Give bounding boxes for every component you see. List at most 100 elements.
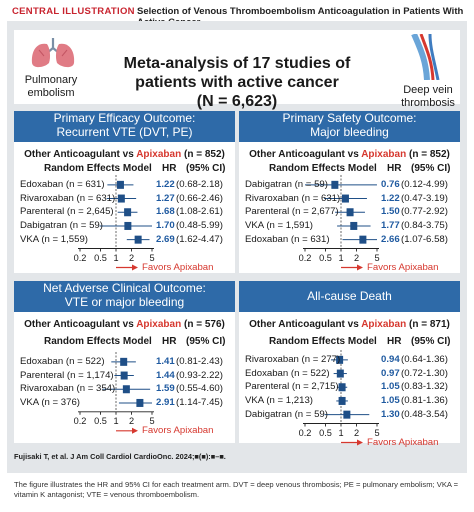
comparison-suffix: (n = 576): [181, 319, 225, 330]
panel-all-cause-death: All-cause Death Other Anticoagulant vs A…: [239, 281, 460, 448]
comparison-suffix: (n = 852): [181, 149, 225, 160]
row-label: Parenteral (n = 1,174): [20, 369, 114, 381]
hr-marker: [343, 410, 351, 419]
model-header: Random Effects Model: [269, 163, 377, 174]
ci-value: (0.12-4.99): [401, 178, 448, 190]
panel-header: Primary Efficacy Outcome: Recurrent VTE …: [14, 111, 235, 142]
comparison-prefix: Other Anticoagulant vs: [249, 149, 362, 160]
forest-svg: [78, 352, 154, 434]
panel-net-adverse: Net Adverse Clinical Outcome: VTE or maj…: [14, 281, 235, 443]
hr-marker: [346, 208, 354, 217]
row-label: Dabigatran (n = 59): [245, 178, 328, 190]
model-header: Random Effects Model: [44, 336, 152, 347]
comparison-line: Other Anticoagulant vs Apixaban (n = 852…: [14, 149, 235, 160]
hr-marker: [134, 235, 142, 244]
ci-value: (0.68-2.18): [176, 178, 223, 190]
forest-svg: [78, 175, 154, 271]
ci-value: (0.48-5.99): [176, 219, 223, 231]
ci-header: (95% CI): [186, 163, 226, 174]
comparison-suffix: (n = 852): [406, 149, 450, 160]
citation: Fujisaki T, et al. J Am Coll Cardiol Car…: [14, 452, 226, 461]
row-label: VKA (n = 376): [20, 396, 80, 408]
hr-header: HR: [162, 163, 177, 174]
ci-value: (0.64-1.36): [401, 353, 448, 365]
hr-header: HR: [162, 336, 177, 347]
row-label: Edoxaban (n = 522): [245, 367, 330, 379]
hr-marker: [336, 355, 344, 364]
panel-title-line-2: VTE or major bleeding: [64, 295, 185, 309]
ci-value: (1.14-7.45): [176, 396, 223, 408]
panel-title-line-2: Recurrent VTE (DVT, PE): [56, 125, 193, 139]
hr-marker: [120, 371, 128, 380]
hr-marker: [120, 357, 128, 366]
ci-header: (95% CI): [411, 163, 451, 174]
hr-value: 1.50: [381, 206, 400, 218]
ci-value: (1.07-6.58): [401, 233, 448, 245]
comparison-prefix: Other Anticoagulant vs: [24, 149, 137, 160]
lungs-icon: [31, 38, 75, 68]
hr-marker: [350, 221, 358, 230]
ci-value: (0.77-2.92): [401, 206, 448, 218]
row-label: Parenteral (n = 2,715): [245, 381, 339, 393]
x-tick-label: 1: [113, 252, 119, 263]
hr-value: 1.44: [156, 369, 175, 381]
panel-title-line-2: Major bleeding: [310, 125, 389, 139]
panel-title-line-1: Net Adverse Clinical Outcome:: [43, 281, 206, 295]
comparison-drug: Apixaban: [136, 319, 182, 330]
hr-marker: [359, 235, 367, 244]
hr-value: 2.66: [381, 233, 400, 245]
row-label: Rivaroxaban (n = 631): [245, 192, 341, 204]
hr-value: 0.94: [381, 353, 400, 365]
panel-title-line-1: All-cause Death: [307, 289, 392, 303]
row-label: VKA (n = 1,213): [245, 394, 313, 406]
hr-value: 1.22: [381, 192, 400, 204]
comparison-suffix: (n = 871): [406, 319, 450, 330]
row-label: Edoxaban (n = 631): [245, 233, 330, 245]
x-tick-label: 2: [128, 252, 135, 263]
ci-value: (1.08-2.61): [176, 206, 223, 218]
x-tick-label: 5: [149, 252, 155, 263]
model-header: Random Effects Model: [269, 336, 377, 347]
hr-value: 0.97: [381, 367, 400, 379]
hr-marker: [336, 369, 344, 378]
comparison-drug: Apixaban: [361, 149, 407, 160]
comparison-drug: Apixaban: [136, 149, 182, 160]
ci-value: (0.66-2.46): [176, 192, 223, 204]
row-label: Rivaroxaban (n = 354): [20, 383, 116, 395]
ci-value: (0.48-3.54): [401, 408, 448, 420]
ci-value: (1.62-4.47): [176, 233, 223, 245]
x-tick-label: 5: [374, 427, 380, 438]
hr-marker: [124, 208, 132, 217]
hr-marker: [338, 383, 346, 392]
comparison-line: Other Anticoagulant vs Apixaban (n = 852…: [239, 149, 460, 160]
hr-marker: [338, 396, 346, 405]
left-label-line-2: embolism: [27, 87, 75, 99]
x-tick-label: 5: [149, 415, 155, 426]
panel-header: Net Adverse Clinical Outcome: VTE or maj…: [14, 281, 235, 312]
hr-header: HR: [387, 336, 402, 347]
row-label: Parenteral (n = 2,677): [245, 206, 339, 218]
hr-value: 1.68: [156, 206, 175, 218]
favors-arrow-head: [357, 439, 363, 446]
hr-value: 0.76: [381, 178, 400, 190]
ci-value: (0.47-3.19): [401, 192, 448, 204]
x-tick-label: 0.5: [94, 252, 107, 263]
hr-value: 1.59: [156, 383, 175, 395]
favors-label: Favors Apixaban: [142, 424, 214, 436]
x-tick-label: 1: [338, 427, 344, 438]
right-label-line-1: Deep vein: [403, 84, 453, 96]
ci-value: (0.84-3.75): [401, 219, 448, 231]
favors-arrow-head: [132, 427, 138, 434]
hr-value: 1.30: [381, 408, 400, 420]
pulmonary-embolism-label: Pulmonary embolism: [16, 74, 86, 100]
row-label: Parenteral (n = 2,645): [20, 206, 114, 218]
x-tick-label: 1: [113, 415, 119, 426]
hr-value: 1.41: [156, 355, 175, 367]
row-label: Edoxaban (n = 631): [20, 178, 105, 190]
row-label: Dabigatran (n = 59): [20, 219, 103, 231]
panel-title-line-1: Primary Efficacy Outcome:: [53, 111, 196, 125]
hr-value: 1.05: [381, 394, 400, 406]
x-tick-label: 0.2: [298, 252, 312, 263]
ci-value: (0.83-1.32): [401, 381, 448, 393]
x-tick-label: 0.5: [319, 427, 332, 438]
